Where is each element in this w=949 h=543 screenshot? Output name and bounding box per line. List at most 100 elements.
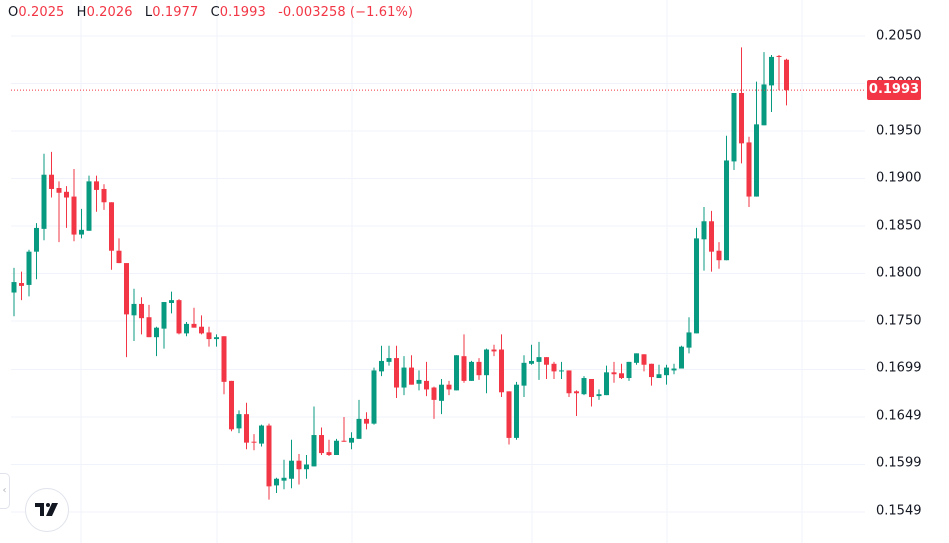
candle[interactable]	[611, 361, 617, 383]
candle[interactable]	[184, 321, 189, 337]
candle[interactable]	[214, 334, 219, 347]
candle[interactable]	[169, 291, 174, 314]
candle[interactable]	[656, 364, 662, 379]
candle[interactable]	[56, 181, 62, 243]
candle[interactable]	[11, 267, 17, 317]
candle[interactable]	[49, 151, 54, 198]
candle[interactable]	[469, 360, 474, 381]
candle[interactable]	[776, 55, 782, 91]
candle[interactable]	[574, 390, 579, 417]
candle[interactable]	[176, 299, 182, 335]
candle[interactable]	[566, 370, 572, 398]
candle[interactable]	[154, 326, 159, 357]
candle[interactable]	[199, 315, 204, 335]
candle[interactable]	[784, 58, 789, 106]
candle[interactable]	[34, 223, 39, 280]
candle[interactable]	[716, 242, 722, 269]
candle[interactable]	[664, 364, 669, 385]
candle[interactable]	[379, 345, 384, 377]
candle[interactable]	[349, 432, 354, 450]
candle[interactable]	[281, 459, 287, 490]
candle[interactable]	[386, 345, 392, 366]
candle[interactable]	[19, 271, 24, 301]
candle[interactable]	[739, 47, 744, 164]
candle[interactable]	[454, 355, 459, 391]
candle[interactable]	[641, 354, 647, 372]
candle[interactable]	[116, 238, 122, 264]
candle[interactable]	[109, 202, 114, 270]
candle[interactable]	[581, 376, 587, 396]
candle[interactable]	[529, 344, 534, 365]
candle[interactable]	[341, 416, 347, 442]
candle[interactable]	[289, 439, 294, 489]
candle[interactable]	[319, 427, 324, 455]
candle[interactable]	[491, 344, 497, 357]
candle[interactable]	[394, 345, 399, 398]
candle[interactable]	[131, 288, 137, 341]
candle[interactable]	[514, 381, 519, 440]
candle[interactable]	[221, 336, 227, 395]
candle[interactable]	[229, 380, 234, 432]
candle[interactable]	[446, 380, 452, 396]
candle[interactable]	[371, 367, 377, 425]
candle[interactable]	[304, 454, 309, 479]
candle[interactable]	[686, 317, 692, 354]
candle[interactable]	[634, 353, 639, 365]
candle[interactable]	[296, 454, 302, 485]
candle[interactable]	[724, 135, 729, 261]
candle[interactable]	[191, 307, 197, 328]
candle[interactable]	[536, 341, 542, 380]
candle[interactable]	[439, 378, 444, 415]
candle[interactable]	[401, 356, 407, 396]
candle[interactable]	[761, 52, 767, 126]
candle[interactable]	[679, 345, 684, 369]
candle[interactable]	[709, 210, 714, 272]
tradingview-logo[interactable]	[25, 488, 69, 532]
candle[interactable]	[499, 334, 504, 398]
candle[interactable]	[461, 334, 467, 383]
candle[interactable]	[476, 358, 482, 380]
candle[interactable]	[266, 423, 272, 500]
candle[interactable]	[416, 370, 422, 391]
candle[interactable]	[589, 378, 594, 407]
candle[interactable]	[146, 304, 152, 338]
candle[interactable]	[694, 227, 699, 334]
candle[interactable]	[101, 184, 107, 210]
candle[interactable]	[356, 399, 362, 439]
candle[interactable]	[79, 208, 84, 239]
candle[interactable]	[71, 169, 77, 242]
candle[interactable]	[506, 391, 512, 445]
candle[interactable]	[251, 434, 257, 451]
candle[interactable]	[521, 355, 527, 398]
candle[interactable]	[236, 410, 242, 434]
candle[interactable]	[551, 361, 557, 379]
candle[interactable]	[604, 365, 609, 396]
candle[interactable]	[41, 153, 47, 241]
candle[interactable]	[701, 207, 707, 271]
candle[interactable]	[326, 439, 332, 456]
candle[interactable]	[94, 175, 99, 212]
candle[interactable]	[484, 348, 489, 394]
candle[interactable]	[124, 263, 129, 358]
candle[interactable]	[26, 249, 32, 297]
candle[interactable]	[64, 186, 69, 228]
candle[interactable]	[409, 355, 414, 385]
collapse-panel-button[interactable]: ‹	[0, 473, 10, 509]
candle[interactable]	[431, 386, 437, 419]
candle[interactable]	[559, 361, 564, 379]
candle[interactable]	[731, 93, 737, 170]
candle[interactable]	[274, 477, 279, 493]
candle[interactable]	[671, 363, 677, 375]
candle[interactable]	[259, 424, 264, 447]
candle[interactable]	[544, 357, 549, 379]
candle[interactable]	[86, 175, 92, 231]
candle[interactable]	[596, 389, 602, 400]
candle[interactable]	[649, 363, 654, 386]
candle[interactable]	[754, 81, 759, 197]
candle[interactable]	[769, 55, 774, 113]
candle[interactable]	[619, 363, 624, 379]
candle[interactable]	[244, 402, 249, 450]
candle[interactable]	[139, 297, 144, 335]
